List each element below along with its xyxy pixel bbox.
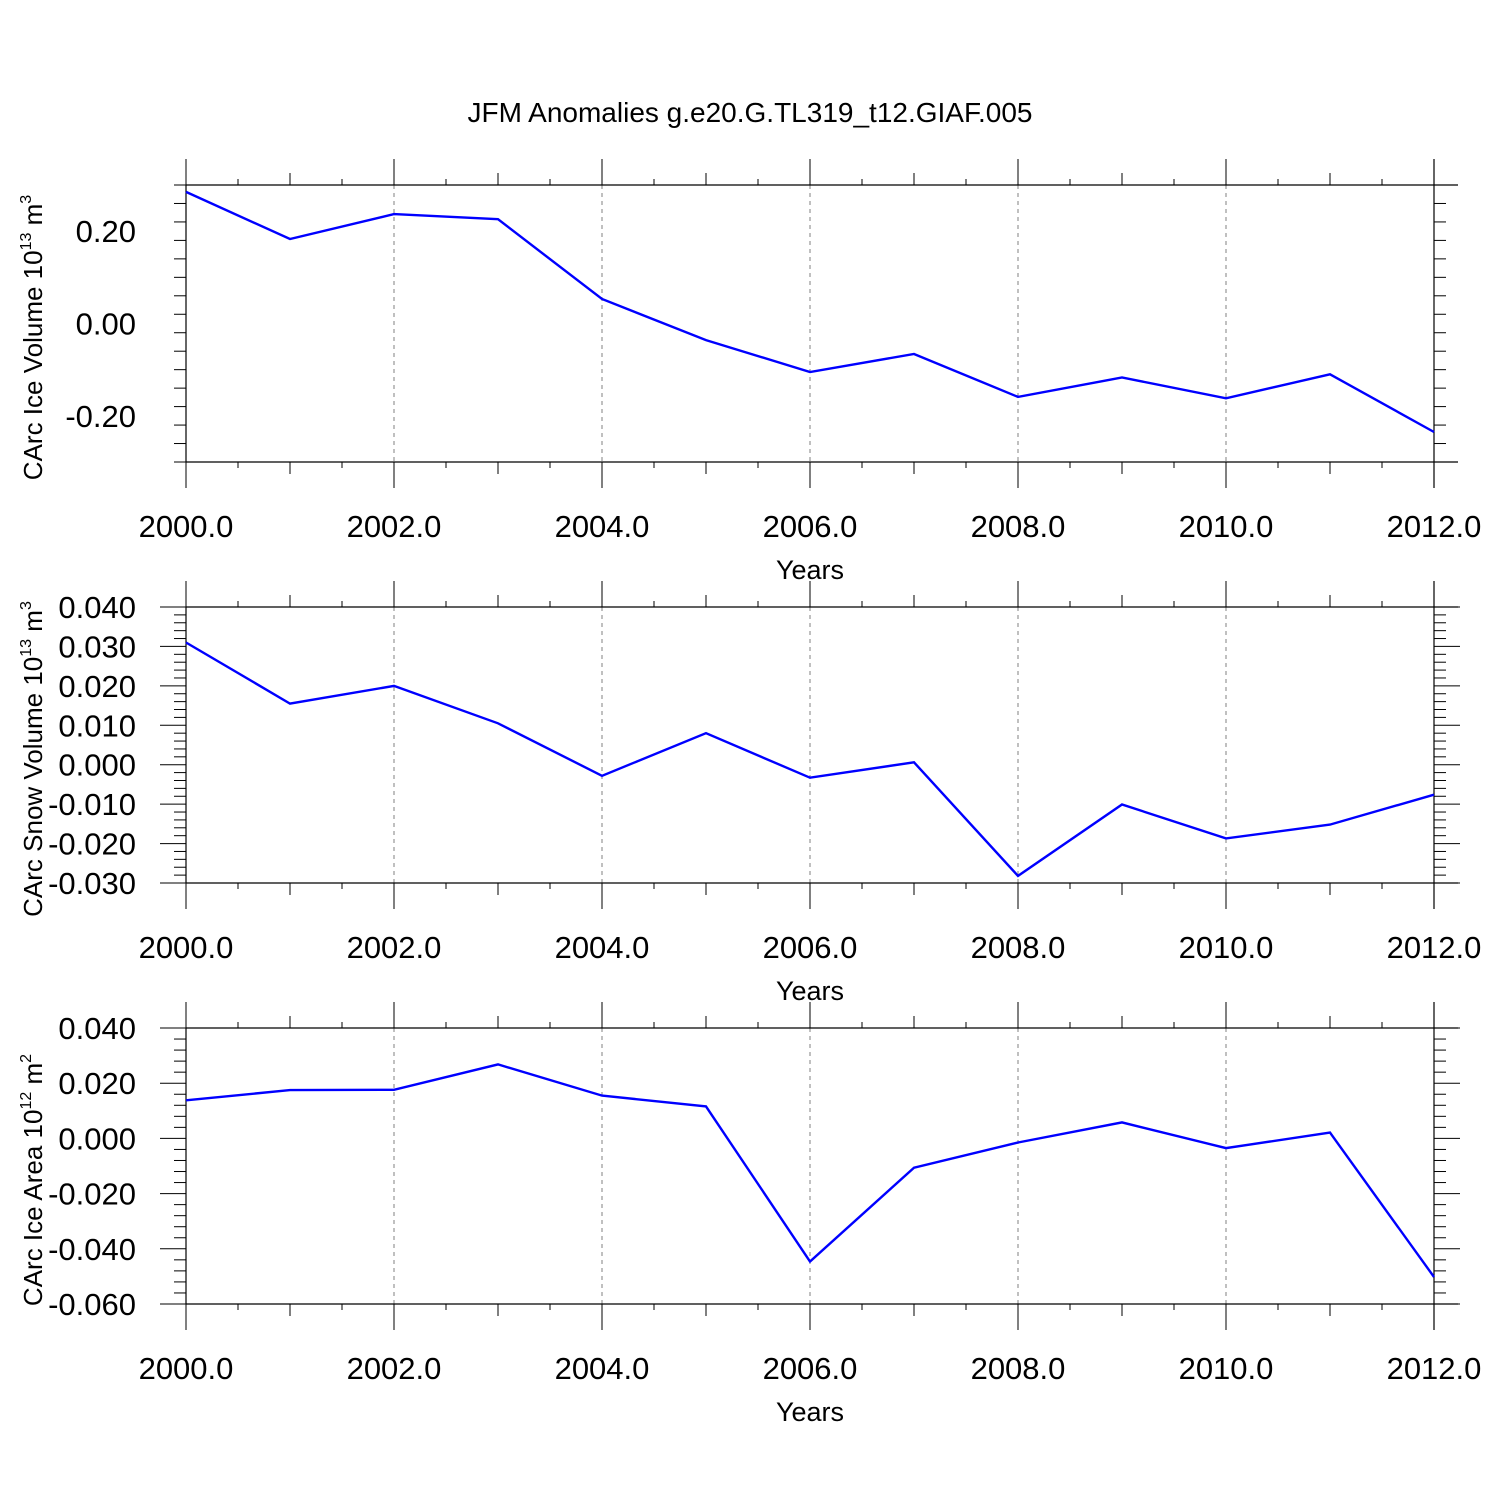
- panel-1: 0.20 0.00 -0.20 2000.0 2002.0 2004.0 2006.0 200…: [18, 159, 1481, 585]
- y-tick-label: -0.020: [48, 827, 136, 862]
- x-tick-label: 2006.0: [763, 930, 858, 965]
- y-axis-label-unit-exponent: 3: [18, 601, 35, 610]
- y-tick-label: 0.020: [58, 1066, 136, 1101]
- x-axis-label: Years: [776, 1397, 844, 1427]
- y-axis-label-unit-exponent: 2: [18, 1054, 35, 1063]
- x-tick-label: 2002.0: [347, 1351, 442, 1386]
- x-tick-label: 2008.0: [971, 1351, 1066, 1386]
- y-axis-label-text: CArc Ice Area 10: [18, 1110, 48, 1307]
- x-tick-label: 2010.0: [1179, 509, 1274, 544]
- x-tick-label: 2008.0: [971, 930, 1066, 965]
- y-tick-label: 0.000: [58, 748, 136, 783]
- x-tick-label: 2012.0: [1387, 930, 1482, 965]
- y-tick-label: 0.010: [58, 708, 136, 743]
- y-axis-label: CArc Snow Volume 1013 m3: [18, 601, 48, 917]
- y-tick-label: -0.040: [48, 1232, 136, 1267]
- y-tick-label: 0.020: [58, 669, 136, 704]
- x-tick-label: 2004.0: [555, 930, 650, 965]
- x-tick-label: 2006.0: [763, 1351, 858, 1386]
- y-tick-label: 0.030: [58, 629, 136, 664]
- y-axis-label: CArc Ice Area 1012 m2: [18, 1054, 48, 1306]
- y-tick-label: 0.040: [58, 1011, 136, 1046]
- x-tick-label: 2006.0: [763, 509, 858, 544]
- y-tick-label: 0.000: [58, 1121, 136, 1156]
- x-tick-label: 2012.0: [1387, 509, 1482, 544]
- x-tick-label: 2010.0: [1179, 1351, 1274, 1386]
- y-tick-label: -0.060: [48, 1287, 136, 1322]
- y-axis-label-text: CArc Snow Volume 10: [18, 657, 48, 917]
- y-axis-label-unit: m: [18, 204, 48, 233]
- panel-2: 0.040 0.030 0.020 0.010 0.000 -0.010 -0.020 -0.…: [18, 581, 1481, 1006]
- x-tick-label: 2002.0: [347, 509, 442, 544]
- y-axis-label-unit: m: [18, 1063, 48, 1092]
- x-tick-label: 2000.0: [139, 930, 234, 965]
- x-tick-label: 2012.0: [1387, 1351, 1482, 1386]
- x-tick-label: 2010.0: [1179, 930, 1274, 965]
- y-tick-label: -0.010: [48, 787, 136, 822]
- x-tick-label: 2002.0: [347, 930, 442, 965]
- y-tick-label: 0.040: [58, 590, 136, 625]
- y-tick-label: 0.20: [76, 214, 136, 249]
- x-tick-label: 2008.0: [971, 509, 1066, 544]
- y-axis-label-unit: m: [18, 610, 48, 639]
- y-tick-label: -0.20: [65, 399, 136, 434]
- x-tick-label: 2000.0: [139, 1351, 234, 1386]
- y-axis-label-text: CArc Ice Volume 10: [18, 250, 48, 480]
- x-tick-label: 2004.0: [555, 1351, 650, 1386]
- chart-title: JFM Anomalies g.e20.G.TL319_t12.GIAF.005: [468, 97, 1033, 128]
- y-tick-label: 0.00: [76, 307, 136, 342]
- y-axis-label: CArc Ice Volume 1013 m3: [18, 195, 48, 480]
- y-axis-label-exponent: 13: [18, 639, 35, 657]
- y-axis-label-unit-exponent: 3: [18, 195, 35, 204]
- y-tick-label: -0.020: [48, 1177, 136, 1212]
- x-tick-label: 2004.0: [555, 509, 650, 544]
- x-axis-label: Years: [776, 976, 844, 1006]
- y-axis-label-exponent: 12: [18, 1092, 35, 1110]
- x-tick-label: 2000.0: [139, 509, 234, 544]
- y-axis-label-exponent: 13: [18, 233, 35, 251]
- y-tick-label: -0.030: [48, 866, 136, 901]
- x-axis-label: Years: [776, 555, 844, 585]
